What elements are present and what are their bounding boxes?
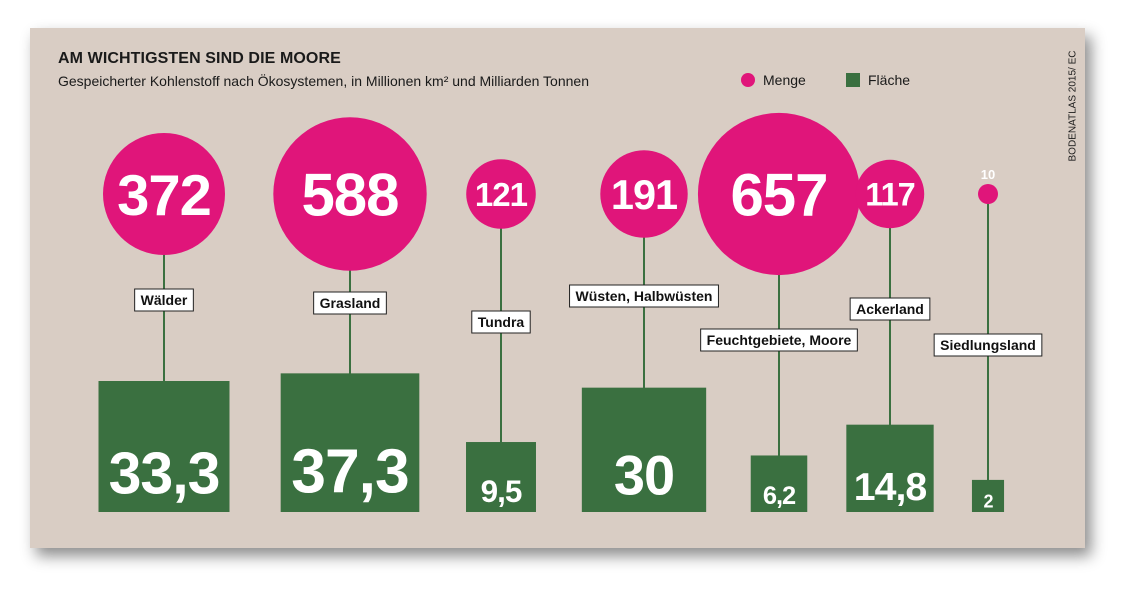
flaeche-value-label: 37,3 (291, 438, 408, 507)
flaeche-bar (466, 442, 536, 512)
menge-value-label: 10 (981, 167, 995, 182)
legend-square-icon (846, 73, 860, 87)
menge-circle (977, 183, 999, 205)
category-label-box (933, 333, 1043, 357)
flaeche-value-label: 6,2 (763, 482, 796, 510)
category-label-box (134, 288, 194, 312)
category-label: Wälder (141, 292, 188, 308)
chart-title: AM WICHTIGSTEN SIND DIE MOORE (58, 50, 341, 67)
menge-value-label: 588 (301, 162, 398, 229)
chart-canvas: 372 33,3 Wälder 588 37,3 Grasland 121 9,5 Tundra… (98, 112, 1043, 512)
legend-label-flaeche: Fläche (868, 72, 911, 88)
legend-circle-icon (741, 73, 755, 87)
flaeche-bar (750, 455, 808, 512)
flaeche-bar (971, 479, 1005, 512)
category-label: Tundra (478, 314, 525, 330)
menge-circle (103, 133, 225, 255)
menge-value-label: 657 (730, 162, 827, 229)
menge-circle (600, 150, 688, 238)
menge-circle (466, 159, 536, 229)
flaeche-bar (98, 381, 230, 512)
flaeche-value-label: 2 (983, 492, 993, 512)
legend-label-menge: Menge (763, 72, 806, 88)
menge-value-label: 117 (865, 177, 914, 213)
menge-value-label: 372 (117, 164, 211, 228)
category-label-box (569, 284, 719, 308)
flaeche-bar (846, 424, 934, 512)
category-label: Grasland (320, 295, 381, 311)
chart-panel: AM WICHTIGSTEN SIND DIE MOORE Gespeicher… (30, 28, 1085, 548)
flaeche-value-label: 30 (614, 444, 674, 507)
menge-value-label: 191 (611, 171, 677, 218)
legend-item-flaeche: Fläche (846, 72, 910, 88)
category-label: Ackerland (856, 301, 924, 317)
legend-item-menge: Menge (741, 72, 806, 88)
menge-circle (697, 112, 861, 276)
category-label-box (471, 310, 531, 334)
menge-value-label: 121 (475, 177, 528, 214)
flaeche-value-label: 14,8 (854, 465, 927, 509)
flaeche-value-label: 33,3 (109, 442, 220, 507)
menge-circle (273, 117, 427, 271)
category-label-box (313, 291, 387, 315)
category-label: Feuchtgebiete, Moore (707, 332, 852, 348)
flaeche-value-label: 9,5 (481, 474, 522, 509)
flaeche-bar (280, 373, 420, 512)
category-label: Wüsten, Halbwüsten (576, 288, 713, 304)
menge-circle (855, 159, 925, 229)
category-label-box (849, 297, 931, 321)
flaeche-bar (581, 387, 707, 512)
chart-subtitle: Gespeicherter Kohlenstoff nach Ökosystem… (58, 73, 589, 89)
category-label: Siedlungsland (940, 337, 1036, 353)
category-label-box (700, 328, 858, 352)
